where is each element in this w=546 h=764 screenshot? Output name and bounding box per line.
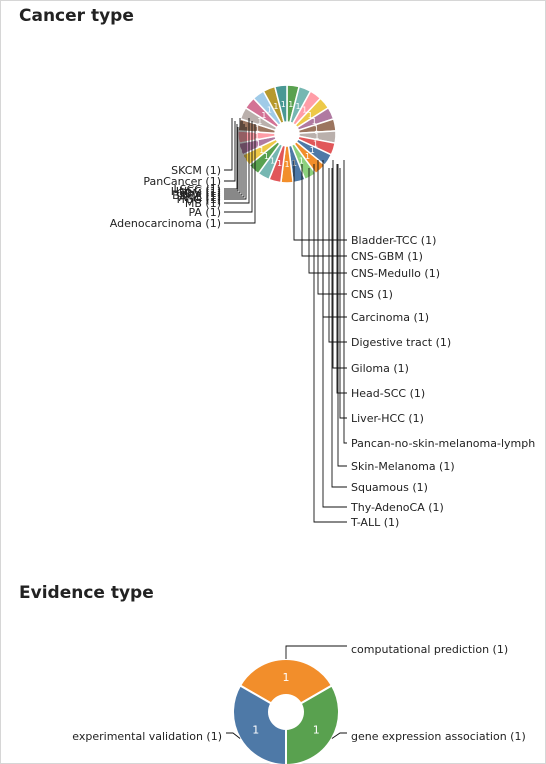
slice-label: computational prediction (1) (351, 643, 508, 656)
leader-line (224, 127, 247, 200)
slice-value-label: 1 (267, 106, 272, 115)
slice-experimental-validation-1[interactable] (232, 684, 287, 764)
slice-value-label: 1 (273, 102, 278, 111)
slice-label: Giloma (1) (351, 362, 409, 375)
slice-label: gene expression association (1) (351, 730, 526, 743)
leader-line (224, 127, 239, 192)
slice-label: Bladder-TCC (1) (351, 234, 436, 247)
slice-label: T-ALL (1) (350, 516, 399, 529)
slice-value-label: 1 (310, 146, 315, 155)
leader-line (224, 124, 238, 190)
slice-value-label: 1 (312, 117, 317, 126)
leader-line (336, 164, 347, 394)
slice-value-label: 1 (305, 152, 310, 161)
slice-value-label: 1 (257, 117, 262, 126)
slice-label: Thy-AdenoCA (1) (350, 501, 444, 514)
leader-line (224, 118, 233, 171)
slice-label: Adenocarcinoma (1) (110, 217, 221, 230)
slice-label: Pancan-no-skin-melanoma-lymph (351, 437, 535, 450)
slice-value-label: 1 (264, 152, 269, 161)
slice-value-label: 1 (284, 160, 289, 169)
slice-value-label: 1 (299, 156, 304, 165)
slice-label: PanCancer (1) (143, 175, 221, 188)
leader-line (337, 164, 347, 467)
slice-value-label: 1 (270, 156, 275, 165)
slice-label: CNS (1) (351, 288, 393, 301)
evidence-type-donut: 1 1 1 computational prediction (1) gene expr… (72, 643, 526, 764)
slice-label: HNSC (1) (171, 185, 221, 198)
leader-line (308, 168, 347, 274)
slice-label: Head-SCC (1) (351, 387, 425, 400)
leader-line (224, 121, 243, 196)
leader-line (224, 121, 253, 213)
leader-line (339, 168, 347, 419)
slice-value-label: 1 (281, 100, 286, 109)
leader-line (224, 124, 256, 224)
leader-line (322, 160, 347, 508)
leader-line (328, 168, 347, 343)
leader-line (313, 164, 347, 523)
slice-label: Digestive tract (1) (351, 336, 451, 349)
slice-label: AML (1) (179, 191, 221, 204)
slice-value-label: 1 (313, 724, 320, 737)
leader-line (224, 118, 241, 194)
leader-line (332, 160, 347, 369)
slice-value-label: 1 (292, 159, 297, 168)
slice-label: MB (1) (185, 197, 221, 210)
slice-label: CNS-GBM (1) (351, 250, 423, 263)
leader-line (331, 732, 347, 739)
slice-label: Squamous (1) (351, 481, 428, 494)
slice-value-label: 1 (261, 111, 266, 120)
slice-value-label: 1 (259, 146, 264, 155)
cancer-type-title: Cancer type (19, 6, 134, 26)
slice-label: GBM (1) (176, 187, 221, 200)
leader-line (285, 645, 347, 659)
leader-line (343, 160, 347, 444)
slice-label: BRCA (1) (172, 189, 221, 202)
slice-value-label: 1 (302, 106, 307, 115)
slice-value-label: 1 (314, 124, 319, 133)
leader-line (226, 732, 241, 739)
slice-value-label: 1 (313, 139, 318, 148)
slice-label: Liver-HCC (1) (351, 412, 424, 425)
slice-value-label: 1 (295, 102, 300, 111)
slice-value-label: 1 (252, 724, 259, 737)
slice-t-all[interactable] (273, 84, 288, 124)
slice-label: Skin-Melanoma (1) (351, 460, 455, 473)
slice-value-label: 1 (283, 671, 290, 684)
slice-computational-prediction-1[interactable] (238, 658, 334, 705)
slice-value-label: 1 (277, 159, 282, 168)
slice-label: HGG (1) (177, 193, 221, 206)
slice-label: Carcinoma (1) (351, 311, 429, 324)
leader-line (331, 168, 347, 488)
slice-label: PA (1) (188, 206, 221, 219)
slice-value-label: 1 (308, 111, 313, 120)
leader-line (224, 118, 250, 204)
slice-value-label: 1 (255, 132, 260, 141)
slice-value-label: 1 (314, 132, 319, 141)
leader-line (224, 121, 236, 182)
slice-value-label: 1 (256, 139, 261, 148)
slice-label: CNS-Medullo (1) (351, 267, 440, 280)
slice-label: experimental validation (1) (72, 730, 222, 743)
leader-line (224, 124, 245, 198)
evidence-type-title: Evidence type (19, 583, 154, 603)
slice-label: SKCM (1) (171, 164, 221, 177)
slice-value-label: 1 (255, 124, 260, 133)
leader-line (317, 160, 347, 295)
slice-value-label: 1 (288, 100, 293, 109)
slice-label: LSCC (1) (173, 183, 221, 196)
